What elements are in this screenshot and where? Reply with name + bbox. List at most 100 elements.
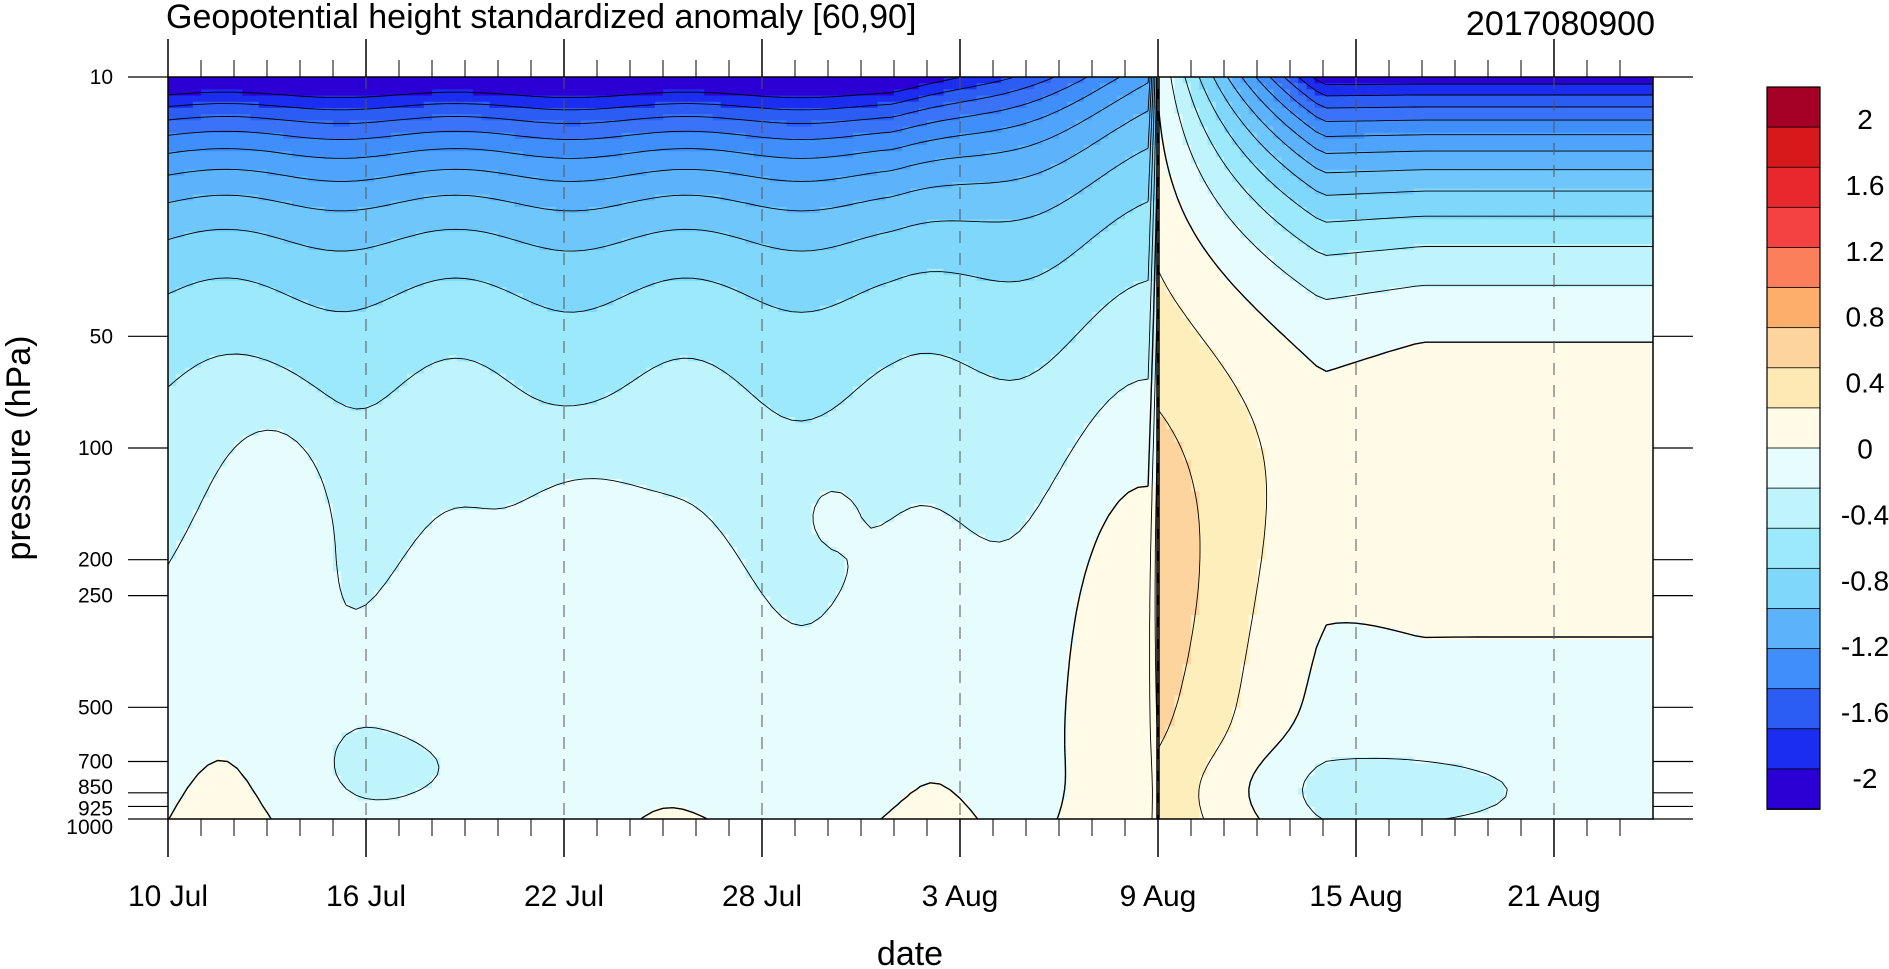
contour-cell [1430, 139, 1439, 146]
contour-cell [828, 83, 837, 90]
contour-cell [1620, 96, 1629, 103]
contour-cell [1059, 120, 1068, 127]
contour-cell [878, 120, 887, 127]
contour-cell [1538, 126, 1547, 133]
contour-cell [185, 77, 194, 84]
contour-cell [1505, 102, 1514, 109]
contour-cell [1191, 120, 1200, 127]
contour-cell [803, 77, 812, 84]
contour-cell [597, 114, 606, 121]
contour-cell [193, 139, 202, 146]
contour-cell [1389, 126, 1398, 133]
contour-cell [1472, 108, 1481, 115]
contour-cell [1307, 133, 1316, 140]
contour-cell [432, 83, 441, 90]
contour-cell [465, 96, 474, 103]
contour-cell [1480, 139, 1489, 146]
contour-cell [556, 96, 565, 103]
contour-cell [630, 126, 639, 133]
contour-cell [226, 89, 235, 96]
contour-cell [523, 96, 532, 103]
contour-cell [770, 102, 779, 109]
contour-cell [1076, 139, 1085, 146]
contour-cell [449, 89, 458, 96]
contour-cell [1216, 108, 1225, 115]
contour-cell [1513, 133, 1522, 140]
contour-cell [721, 96, 730, 103]
contour-cell [1348, 108, 1357, 115]
contour-cell [308, 77, 317, 84]
contour-cell [473, 77, 482, 84]
contour-cell [886, 96, 895, 103]
contour-cell [1001, 120, 1010, 127]
contour-cell [548, 139, 557, 146]
contour-cell [1092, 133, 1101, 140]
contour-cell [1587, 96, 1596, 103]
contour-cell [1628, 120, 1637, 127]
contour-cell [787, 83, 796, 90]
contour-cell [820, 102, 829, 109]
contour-cell [168, 133, 177, 140]
contour-cell [935, 96, 944, 103]
contour-cell [820, 77, 829, 84]
contour-cell [1472, 77, 1481, 84]
contour-cell [713, 120, 722, 127]
contour-cell [704, 108, 713, 115]
contour-cell [1554, 120, 1563, 127]
contour-cell [465, 108, 474, 115]
contour-cell [746, 139, 755, 146]
contour-cell [1496, 139, 1505, 146]
contour-cell [1133, 139, 1142, 146]
contour-cell [1274, 145, 1283, 152]
contour-cell [1554, 108, 1563, 115]
contour-cell [589, 139, 598, 146]
contour-cell [482, 77, 491, 84]
contour-cell [985, 139, 994, 146]
contour-cell [300, 83, 309, 90]
contour-cell [1100, 120, 1109, 127]
contour-cell [779, 126, 788, 133]
contour-cell [1274, 108, 1283, 115]
contour-cell [630, 89, 639, 96]
contour-cell [267, 83, 276, 90]
contour-cell [399, 102, 408, 109]
contour-cell [836, 139, 845, 146]
contour-cell [944, 133, 953, 140]
contour-cell [366, 139, 375, 146]
contour-cell [284, 108, 293, 115]
contour-cell [1175, 133, 1184, 140]
contour-cell [622, 96, 631, 103]
contour-cell [424, 151, 433, 158]
contour-cell [325, 77, 334, 84]
contour-cell [655, 77, 664, 84]
contour-cell [721, 120, 730, 127]
contour-cell [242, 120, 251, 127]
contour-cell [242, 102, 251, 109]
contour-cell [564, 89, 573, 96]
contour-cell [1628, 126, 1637, 133]
contour-cell [1191, 89, 1200, 96]
contour-cell [1199, 114, 1208, 121]
contour-cell [1051, 96, 1060, 103]
contour-cell [1315, 108, 1324, 115]
contour-cell [1340, 77, 1349, 84]
contour-cell [506, 126, 515, 133]
contour-cell [548, 126, 557, 133]
contour-cell [300, 145, 309, 152]
contour-cell [630, 139, 639, 146]
contour-cell [308, 114, 317, 121]
contour-cell [869, 77, 878, 84]
contour-cell [267, 145, 276, 152]
contour-cell [1430, 120, 1439, 127]
contour-cell [1166, 145, 1175, 152]
contour-cell [556, 126, 565, 133]
contour-cell [1595, 120, 1604, 127]
contour-cell [1579, 102, 1588, 109]
contour-cell [1076, 133, 1085, 140]
contour-cell [1026, 108, 1035, 115]
contour-cell [209, 96, 218, 103]
contour-cell [911, 133, 920, 140]
contour-cell [1562, 96, 1571, 103]
contour-cell [317, 120, 326, 127]
contour-cell [193, 102, 202, 109]
